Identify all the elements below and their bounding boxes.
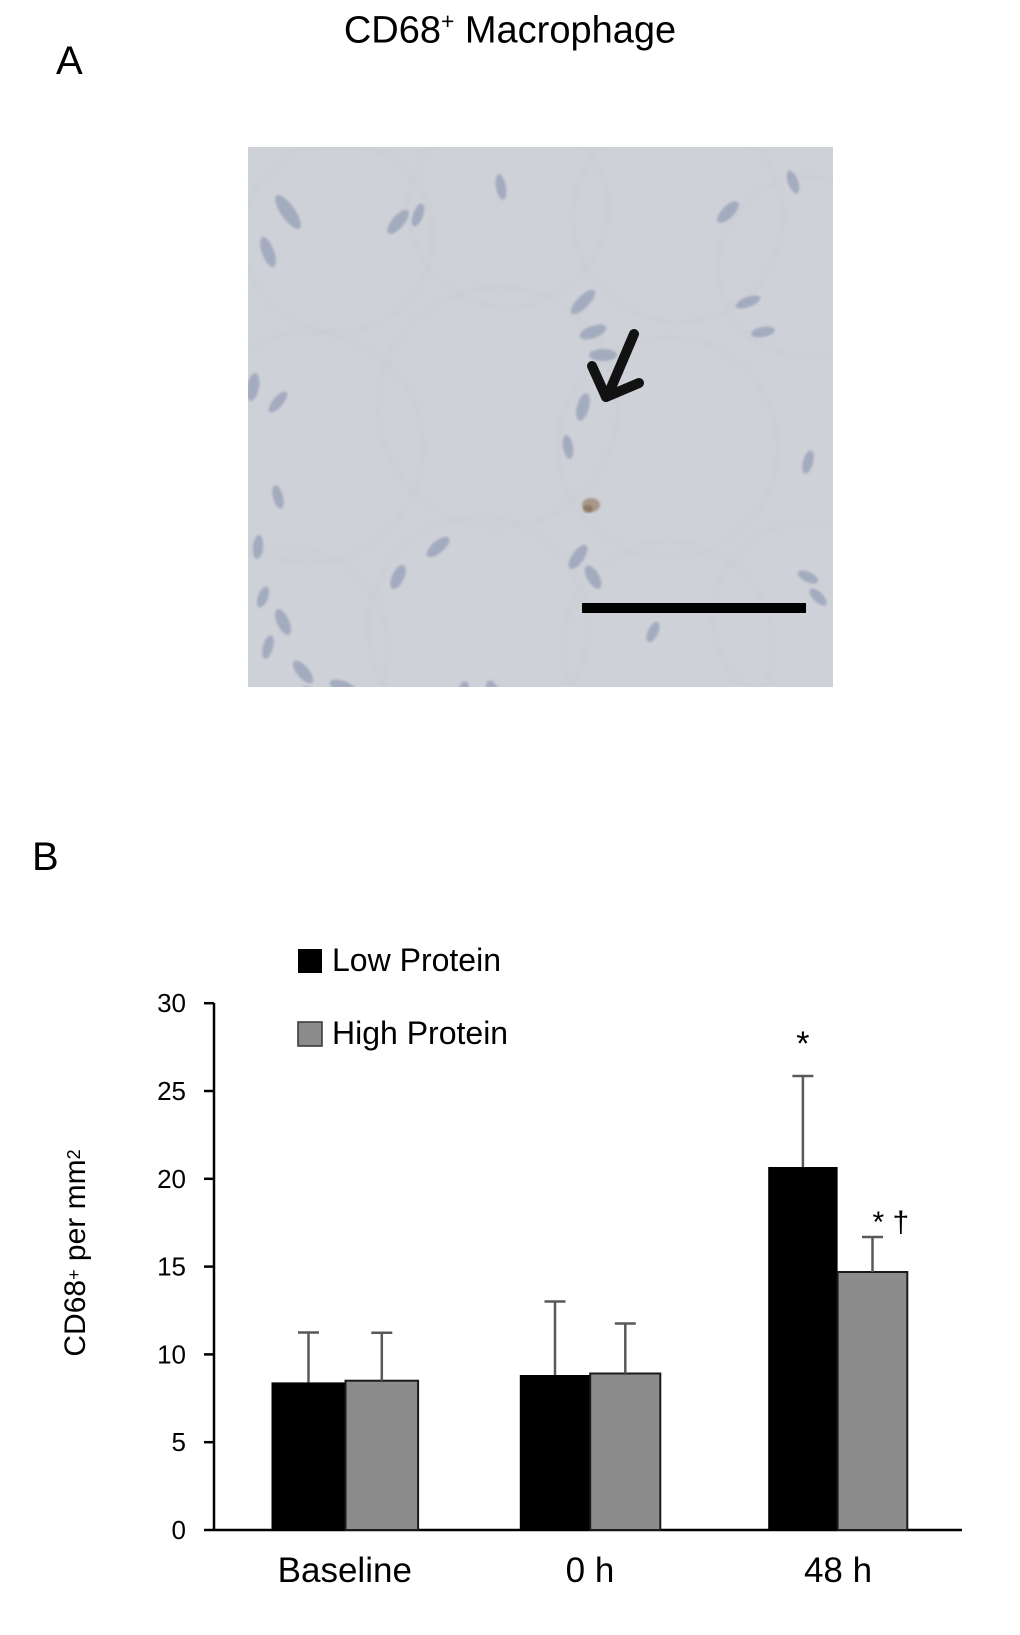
svg-text:20: 20 [157,1164,186,1194]
svg-text:0 h: 0 h [566,1551,615,1590]
svg-text:0: 0 [172,1515,186,1545]
svg-text:15: 15 [157,1252,186,1282]
svg-text:10: 10 [157,1339,186,1369]
svg-text:* †: * † [873,1206,910,1239]
svg-text:48 h: 48 h [804,1551,872,1590]
svg-text:Baseline: Baseline [278,1551,412,1590]
svg-text:*: * [796,1025,809,1063]
svg-text:30: 30 [157,988,186,1018]
svg-text:High Protein: High Protein [332,1015,508,1051]
svg-text:5: 5 [172,1427,186,1457]
svg-text:Low Protein: Low Protein [332,942,501,978]
svg-text:25: 25 [157,1076,186,1106]
svg-text:CD68+ per mm2: CD68+ per mm2 [59,1149,92,1356]
